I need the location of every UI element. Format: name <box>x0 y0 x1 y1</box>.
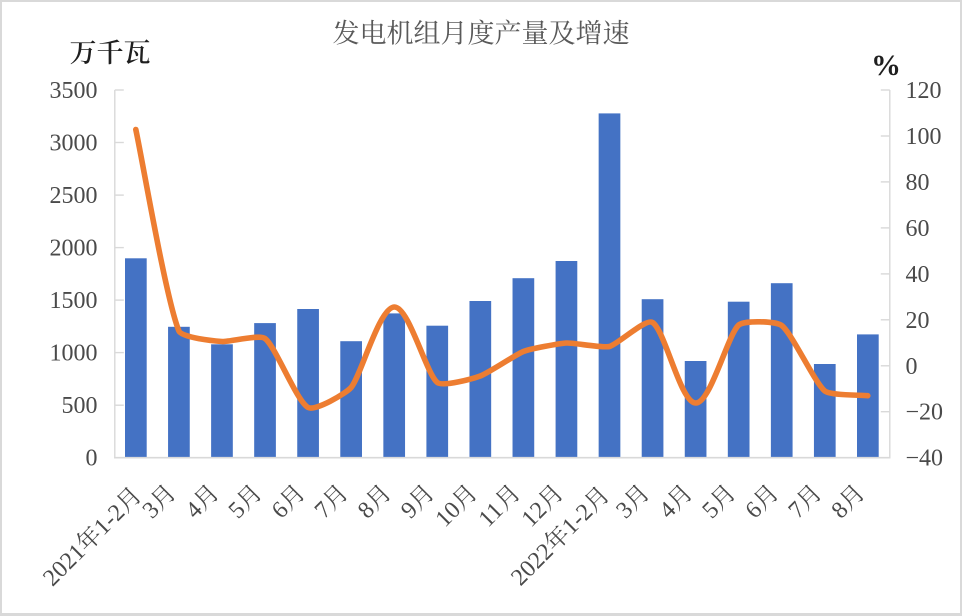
svg-text:0: 0 <box>906 354 918 380</box>
svg-text:−20: −20 <box>906 400 944 426</box>
svg-text:80: 80 <box>906 170 930 196</box>
svg-text:1000: 1000 <box>50 341 98 367</box>
svg-text:3000: 3000 <box>50 131 98 157</box>
svg-text:500: 500 <box>62 393 98 419</box>
svg-text:60: 60 <box>906 216 930 242</box>
svg-text:120: 120 <box>906 78 942 104</box>
svg-text:−40: −40 <box>906 446 944 472</box>
svg-text:2500: 2500 <box>50 183 98 209</box>
svg-text:2000: 2000 <box>50 236 98 262</box>
svg-text:40: 40 <box>906 262 930 288</box>
svg-text:1500: 1500 <box>50 288 98 314</box>
svg-text:20: 20 <box>906 308 930 334</box>
svg-text:0: 0 <box>86 446 98 472</box>
svg-text:100: 100 <box>906 124 942 150</box>
svg-text:%: % <box>871 49 901 82</box>
svg-text:3500: 3500 <box>50 78 98 104</box>
